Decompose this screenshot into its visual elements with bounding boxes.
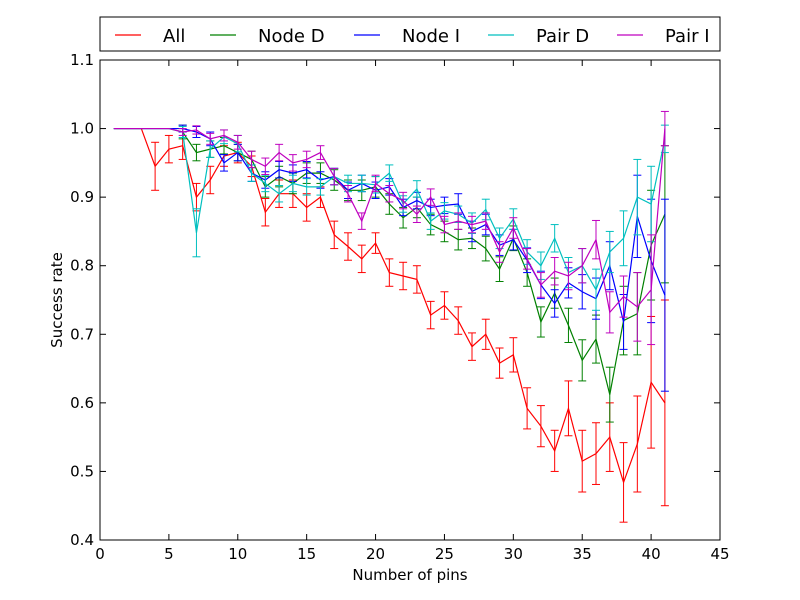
- x-tick-label: 10: [228, 545, 247, 563]
- series-line: [113, 127, 666, 395]
- x-axis-label: Number of pins: [352, 566, 467, 584]
- series-line: [113, 127, 666, 292]
- plot-frame: [99, 59, 721, 541]
- x-tick-label: 15: [297, 545, 316, 563]
- y-tick-label: 0.9: [70, 188, 94, 206]
- x-tick-label: 45: [710, 545, 729, 563]
- legend-label: Node I: [402, 26, 460, 47]
- legend-label: Pair I: [665, 26, 710, 47]
- y-tick-label: 1.0: [70, 120, 94, 138]
- y-tick-label: 0.6: [70, 394, 94, 412]
- x-tick-label: 20: [366, 545, 385, 563]
- y-tick-label: 0.7: [70, 325, 94, 343]
- legend-box: [99, 16, 721, 52]
- y-tick-label: 0.4: [70, 531, 94, 549]
- y-tick-label: 0.5: [70, 462, 94, 480]
- series-layer: [113, 110, 669, 523]
- series-0: [113, 127, 669, 523]
- legend-label: Pair D: [536, 26, 589, 47]
- x-tick-label: 25: [435, 545, 454, 563]
- legend-label: All: [163, 26, 185, 47]
- series-4: [113, 110, 669, 346]
- x-tick-label: 5: [164, 545, 174, 563]
- x-tick-label: 40: [642, 545, 661, 563]
- y-axis-label: Success rate: [48, 252, 66, 348]
- x-tick-label: 30: [504, 545, 523, 563]
- x-tick-label: 0: [95, 545, 105, 563]
- x-tick-label: 35: [573, 545, 592, 563]
- legend-label: Node D: [258, 26, 325, 47]
- series-line: [113, 127, 666, 485]
- series-line: [113, 127, 666, 314]
- legend: All Node D Node I Pair D Pair I: [99, 16, 721, 52]
- y-tick-label: 1.1: [70, 51, 94, 69]
- axes-layer: 0 5 10 15 20 25 30 35 40 45 0.4 0.5 0.6 0.7 0.8 0.9 1.0 1…: [70, 51, 729, 563]
- y-tick-label: 0.8: [70, 257, 94, 275]
